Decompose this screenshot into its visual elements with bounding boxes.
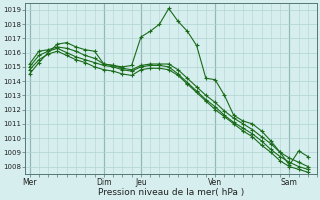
X-axis label: Pression niveau de la mer( hPa ): Pression niveau de la mer( hPa ) xyxy=(98,188,244,197)
